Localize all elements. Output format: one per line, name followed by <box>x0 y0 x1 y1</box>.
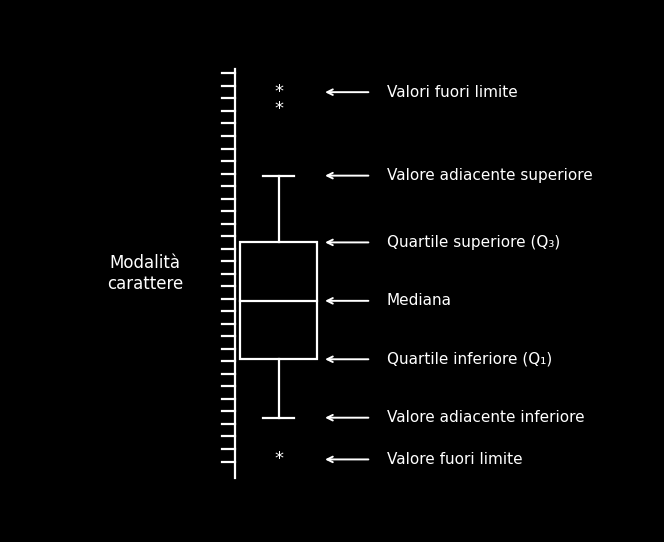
Text: *: * <box>274 100 283 118</box>
Text: *: * <box>274 83 283 101</box>
Text: Mediana: Mediana <box>386 293 452 308</box>
Text: Valore adiacente inferiore: Valore adiacente inferiore <box>386 410 584 425</box>
Text: Quartile superiore (Q₃): Quartile superiore (Q₃) <box>386 235 560 250</box>
Text: Quartile inferiore (Q₁): Quartile inferiore (Q₁) <box>386 352 552 367</box>
Text: Valore adiacente superiore: Valore adiacente superiore <box>386 168 592 183</box>
Text: Valori fuori limite: Valori fuori limite <box>386 85 517 100</box>
Text: Valore fuori limite: Valore fuori limite <box>386 452 523 467</box>
Text: *: * <box>274 450 283 468</box>
Bar <box>240 242 317 359</box>
Text: Modalità
carattere: Modalità carattere <box>107 254 183 293</box>
